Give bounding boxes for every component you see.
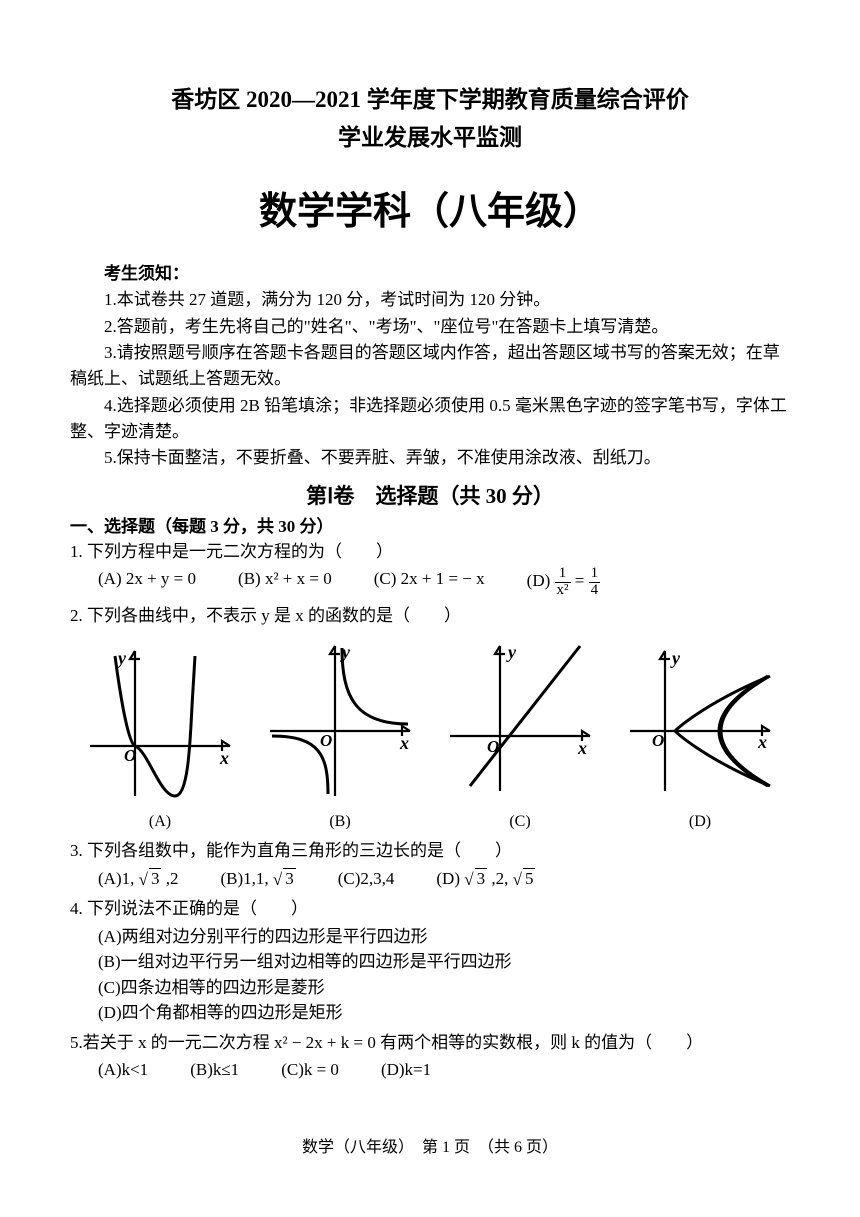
part-heading: 一、选择题（每题 3 分，共 30 分） [70,512,790,537]
svg-text:y: y [116,648,127,668]
graph-d: O x y (D) [620,636,780,834]
instructions-lead: 考生须知： [70,261,790,287]
question-3: 3. 下列各组数中，能作为直角三角形的三边长的是（ ） (A)1, √3 ,2 … [70,838,790,892]
q1-option-c: (C) 2x + 1 = − x [374,566,485,599]
q4-option-c: (C)四条边相等的四边形是菱形 [98,975,790,1001]
section-heading: 第Ⅰ卷 选择题（共 30 分） [70,480,790,510]
q1-option-a: (A) 2x + y = 0 [98,566,196,599]
header-line-1: 香坊区 2020—2021 学年度下学期教育质量综合评价 [70,80,790,114]
q5-option-d: (D)k=1 [381,1057,431,1083]
instruction-1: 1.本试卷共 27 道题，满分为 120 分，考试时间为 120 分钟。 [70,287,790,313]
svg-text:x: x [399,733,409,753]
svg-text:O: O [320,731,332,750]
q4-option-b: (B)一组对边平行另一组对边相等的四边形是平行四边形 [98,949,790,975]
q4-option-d: (D)四个角都相等的四边形是矩形 [98,1000,790,1026]
graph-b-label: (B) [260,810,420,834]
q4-text: 4. 下列说法不正确的是（ ） [70,896,790,922]
svg-text:y: y [506,642,517,662]
q3-d-mid: ,2, [487,869,513,888]
q3-text: 3. 下列各组数中，能作为直角三角形的三边长的是（ ） [70,838,790,864]
svg-text:O: O [124,746,136,765]
svg-text:x: x [757,732,767,752]
question-5: 5.若关于 x 的一元二次方程 x² − 2x + k = 0 有两个相等的实数… [70,1030,790,1083]
graph-a-label: (A) [80,810,240,834]
q1-option-b: (B) x² + x = 0 [238,566,332,599]
q1-option-d: (D) 1x² = 14 [527,566,600,599]
graph-a: O x y (A) [80,636,240,834]
instructions-block: 考生须知： 1.本试卷共 27 道题，满分为 120 分，考试时间为 120 分… [70,261,790,472]
instruction-3: 3.请按照题号顺序在答题卡各题目的答题区域内作答，超出答题区域书写的答案无效；在… [70,340,790,393]
question-2: 2. 下列各曲线中，不表示 y 是 x 的函数的是（ ） O x y (A) [70,603,790,835]
svg-text:x: x [219,748,229,768]
graph-d-label: (D) [620,810,780,834]
q5-option-c: (C)k = 0 [281,1057,339,1083]
question-1: 1. 下列方程中是一元二次方程的为（ ） (A) 2x + y = 0 (B) … [70,539,790,599]
q5-text: 5.若关于 x 的一元二次方程 x² − 2x + k = 0 有两个相等的实数… [70,1030,790,1056]
svg-text:O: O [652,731,664,750]
header-line-2: 学业发展水平监测 [70,118,790,152]
svg-text:y: y [340,642,351,662]
main-title: 数学学科（八年级） [70,180,790,235]
q2-text: 2. 下列各曲线中，不表示 y 是 x 的函数的是（ ） [70,603,790,629]
q4-option-a: (A)两组对边分别平行的四边形是平行四边形 [98,924,790,950]
instruction-2: 2.答题前，考生先将自己的"姓名"、"考场"、"座位号"在答题卡上填写清楚。 [70,314,790,340]
q3-a-pre: (A)1, [98,869,139,888]
q5-option-b: (B)k≤1 [190,1057,239,1083]
q3-option-d: (D) √3 ,2, √5 [436,866,535,893]
q1-text: 1. 下列方程中是一元二次方程的为（ ） [70,539,790,565]
q3-option-c: (C)2,3,4 [338,866,395,893]
graph-c-label: (C) [440,810,600,834]
q3-option-b: (B)1,1, √3 [220,866,295,893]
q1-d-prefix: (D) [527,571,555,590]
page-footer: 数学（八年级） 第 1 页 （共 6 页） [0,1133,860,1157]
question-4: 4. 下列说法不正确的是（ ） (A)两组对边分别平行的四边形是平行四边形 (B… [70,896,790,1026]
q3-d-sqrt2: 5 [523,868,536,888]
q3-b-sqrt: 3 [283,868,296,888]
q3-option-a: (A)1, √3 ,2 [98,866,178,893]
graph-b: O x y (B) [260,636,420,834]
instruction-4: 4.选择题必须使用 2B 铅笔填涂；非选择题必须使用 0.5 毫米黑色字迹的签字… [70,393,790,446]
svg-text:x: x [577,738,587,758]
q5-option-a: (A)k<1 [98,1057,148,1083]
q3-a-post: ,2 [161,869,178,888]
svg-text:O: O [487,737,499,756]
instruction-5: 5.保持卡面整洁，不要折叠、不要弄脏、弄皱，不准使用涂改液、刮纸刀。 [70,445,790,471]
graph-c: O x y (C) [440,636,600,834]
q3-a-sqrt: 3 [149,868,162,888]
svg-text:y: y [670,648,681,668]
q2-graphs: O x y (A) O x y (B) [70,636,790,834]
q3-d-pre: (D) [436,869,464,888]
q3-b-pre: (B)1,1, [220,869,272,888]
q3-d-sqrt1: 3 [475,868,488,888]
